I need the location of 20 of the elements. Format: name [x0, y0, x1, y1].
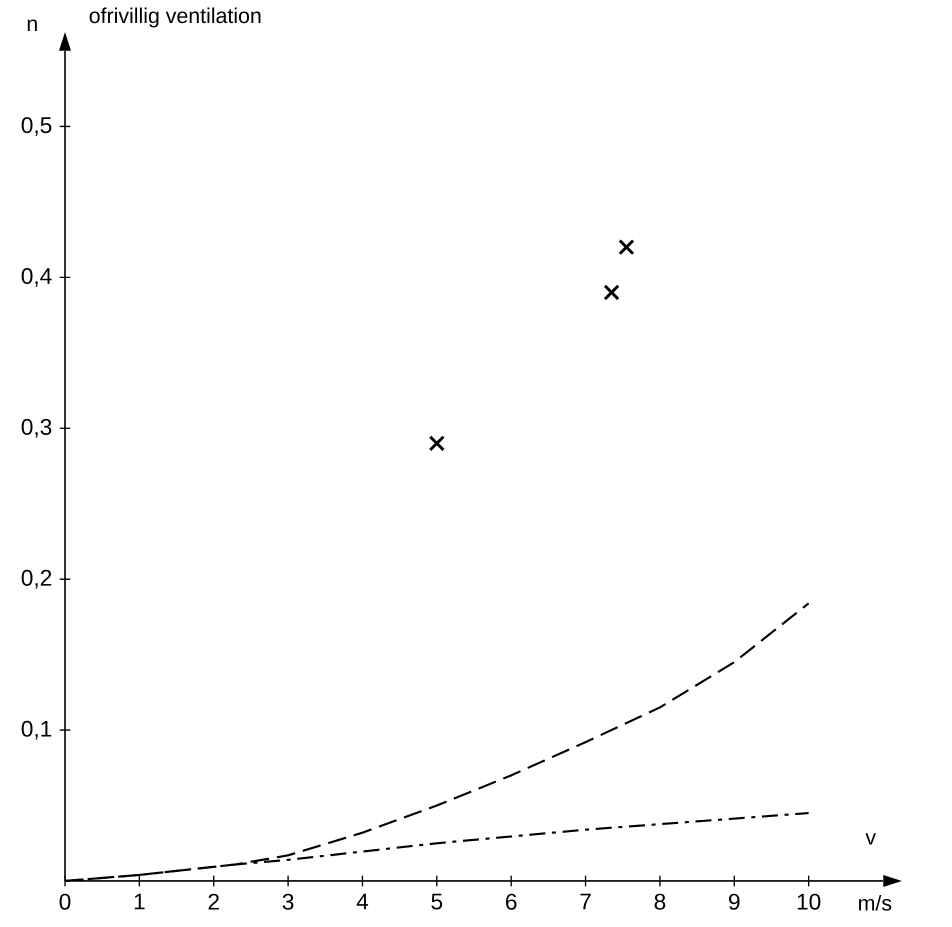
x-tick-label: 5	[431, 894, 442, 910]
x-tick-label: 9	[729, 894, 740, 910]
text: m/s	[859, 895, 892, 911]
chart-title: ofrivillig ventilation	[90, 8, 260, 28]
y-tick-label: 0,3	[22, 418, 52, 438]
y-tick-label: 0,5	[22, 117, 52, 136]
x-tick-label: 6	[506, 894, 516, 910]
x-tick-label: 8	[654, 894, 666, 910]
x-tick-label: 10	[798, 894, 820, 910]
x-axis-title: v	[865, 833, 876, 845]
y-tick-label: 0,1	[22, 720, 52, 740]
y-axis-title: n	[28, 20, 37, 31]
y-tick-label: 0,4	[22, 268, 52, 287]
x-tick-label: 0	[60, 894, 70, 910]
x-tick-label: 4	[356, 894, 368, 910]
y-tick-label: 0,2	[22, 570, 52, 589]
x-tick-label: 7	[580, 894, 591, 910]
x-tick-label: 1	[134, 894, 145, 910]
x-tick-label: 2	[208, 894, 219, 910]
x-tick-label: 3	[282, 894, 294, 910]
